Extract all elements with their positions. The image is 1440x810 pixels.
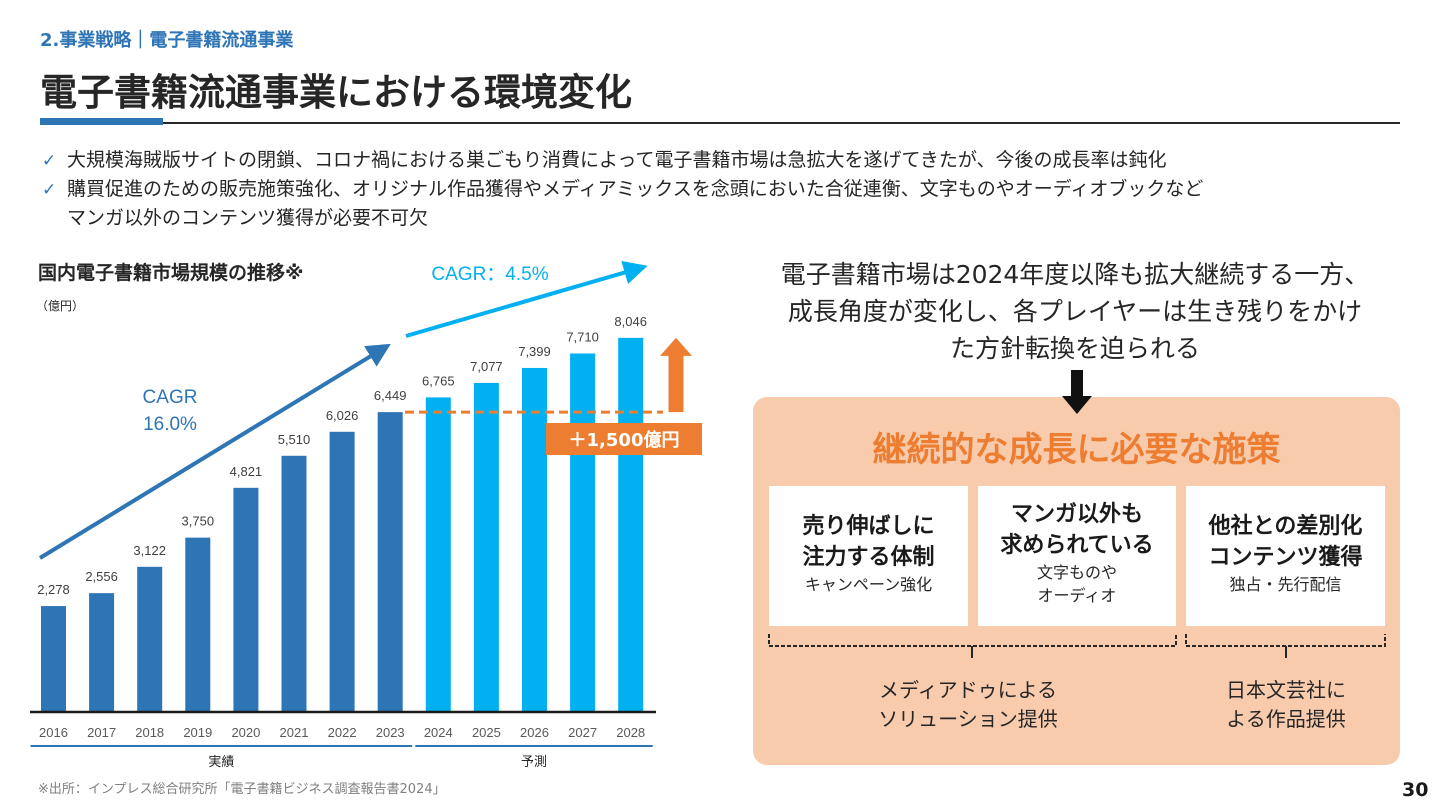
x-tick-label: 2020 (231, 725, 260, 740)
measure-detail: 文字ものや (1036, 563, 1117, 582)
measure-detail: オーディオ (1037, 586, 1117, 605)
provider-line: 日本文芸社に (1226, 678, 1346, 702)
x-tick-label: 2027 (568, 725, 597, 740)
cagr-actual-trend-arrow (38, 343, 391, 560)
bar-2019 (185, 537, 211, 712)
x-tick-label: 2023 (376, 725, 405, 740)
bar-2028 (618, 337, 644, 712)
measure-box: 他社との差別化 コンテンツ獲得 独占・先行配信 (1186, 486, 1385, 626)
x-tick-label: 2016 (39, 725, 68, 740)
cagr-forecast-trend-arrow (405, 260, 648, 338)
bracket-left (768, 634, 1177, 647)
x-tick-label: 2028 (616, 725, 645, 740)
measure-title: コンテンツ獲得 (1208, 545, 1363, 570)
bullet-text: 購買促進のための販売施策強化、オリジナル作品獲得やメディアミックスを念頭においた… (67, 178, 1204, 200)
measure-title: 売り伸ばしに (802, 514, 935, 539)
value-label: 8,046 (614, 314, 647, 329)
value-label: 7,077 (470, 359, 503, 374)
bar-2026 (522, 367, 547, 712)
bar-2021 (281, 455, 307, 712)
x-tick-label: 2018 (135, 725, 164, 740)
measure-box: 売り伸ばしに 注力する体制 キャンペーン強化 (769, 486, 968, 626)
increase-label-box (546, 423, 702, 455)
value-label: 7,710 (566, 329, 599, 344)
bullet-text: 大規模海賊版サイトの閉鎖、コロナ禍における巣ごもり消費によって電子書籍市場は急拡… (67, 149, 1167, 171)
measure-detail: キャンペーン強化 (804, 575, 933, 594)
x-tick-label: 2024 (424, 725, 453, 740)
value-label: 3,750 (182, 514, 215, 529)
measure-title: マンガ以外も (1010, 502, 1143, 527)
value-label: 4,821 (230, 464, 263, 479)
down-arrow-icon (1062, 370, 1092, 414)
value-label: 5,510 (278, 432, 311, 447)
bar-2023 (377, 412, 403, 712)
check-icon: ✓ (42, 180, 57, 200)
cagr-actual-value: 16.0% (143, 414, 197, 435)
lead-line: 電子書籍市場は2024年度以降も拡大継続する一方、 (780, 260, 1370, 289)
title-accent-bar (40, 118, 163, 125)
bullet-item: ✓ 購買促進のための販売施策強化、オリジナル作品獲得やメディアミックスを念頭におい… (42, 174, 1203, 201)
measure-title: 求められている (1000, 533, 1154, 558)
value-label: 2,278 (37, 582, 70, 597)
bar-2025 (473, 382, 499, 712)
cagr-forecast-label: CAGR：4.5% (431, 264, 548, 285)
group-label: 予測 (521, 755, 547, 770)
bar-2022 (329, 431, 355, 712)
bar-2020 (233, 487, 259, 712)
check-icon: ✓ (42, 151, 57, 171)
bar-2024 (425, 397, 451, 712)
measure-title: 他社との差別化 (1208, 514, 1363, 539)
value-label: 3,122 (133, 543, 166, 558)
x-tick-label: 2022 (328, 725, 357, 740)
lead-statement: 電子書籍市場は2024年度以降も拡大継続する一方、 成長角度が変化し、各プレイヤ… (730, 256, 1420, 367)
provider-line: ソリューション提供 (878, 707, 1058, 731)
bar-2018 (137, 566, 163, 712)
cagr-actual-label: CAGR (143, 387, 198, 408)
provider-line: メディアドゥによる (879, 678, 1057, 702)
title-divider (40, 122, 1400, 124)
market-size-chart: 2,278 2,556 3,122 3,750 4,821 5,510 6,026 6,449… (30, 260, 702, 770)
bullet-continuation: マンガ以外のコンテンツ獲得が必要不可欠 (67, 207, 429, 229)
provider-line: よる作品提供 (1226, 707, 1346, 731)
provider-label: メディアドゥによる ソリューション提供 (838, 676, 1098, 734)
value-label: 2,556 (85, 569, 118, 584)
source-note: ※出所：インプレス総合研究所「電子書籍ビジネス調査報告書2024」 (38, 782, 446, 797)
lead-line: 成長角度が変化し、各プレイヤーは生き残りをかけ (787, 297, 1363, 326)
bar-2017 (89, 593, 115, 712)
x-tick-label: 2025 (472, 725, 501, 740)
chart-title: 国内電子書籍市場規模の推移※ (38, 262, 304, 284)
provider-label: 日本文芸社に よる作品提供 (1186, 676, 1386, 734)
page-title: 電子書籍流通事業における環境変化 (40, 71, 632, 114)
x-tick-label: 2021 (280, 725, 309, 740)
x-tick-label: 2019 (183, 725, 212, 740)
value-label: 6,765 (422, 373, 455, 388)
grouping-brackets (768, 634, 1386, 658)
bullet-item: ✓ 大規模海賊版サイトの閉鎖、コロナ禍における巣ごもり消費によって電子書籍市場は急… (42, 145, 1167, 172)
chart-unit-label: （億円） (36, 299, 85, 313)
increase-up-arrow (660, 337, 692, 413)
value-label: 7,399 (518, 344, 551, 359)
breadcrumb: 2.事業戦略｜電子書籍流通事業 (40, 30, 294, 51)
measure-title: 注力する体制 (802, 545, 935, 570)
group-label: 実績 (208, 754, 234, 770)
value-label: 6,449 (374, 388, 407, 403)
panel-title: 継続的な成長に必要な施策 (872, 430, 1281, 470)
bar-2027 (570, 353, 596, 712)
value-label: 6,026 (326, 408, 359, 423)
increase-label: ＋1,500億円 (569, 429, 680, 451)
measure-detail: 独占・先行配信 (1229, 575, 1342, 594)
page-number: 30 (1402, 779, 1429, 801)
bar-2016 (41, 606, 66, 712)
x-tick-label: 2017 (87, 725, 116, 740)
bracket-right (1185, 634, 1386, 647)
lead-line: た方針転換を迫られる (949, 334, 1200, 363)
x-tick-label: 2026 (520, 725, 549, 740)
measure-box: マンガ以外も 求められている 文字ものや オーディオ (978, 486, 1176, 626)
